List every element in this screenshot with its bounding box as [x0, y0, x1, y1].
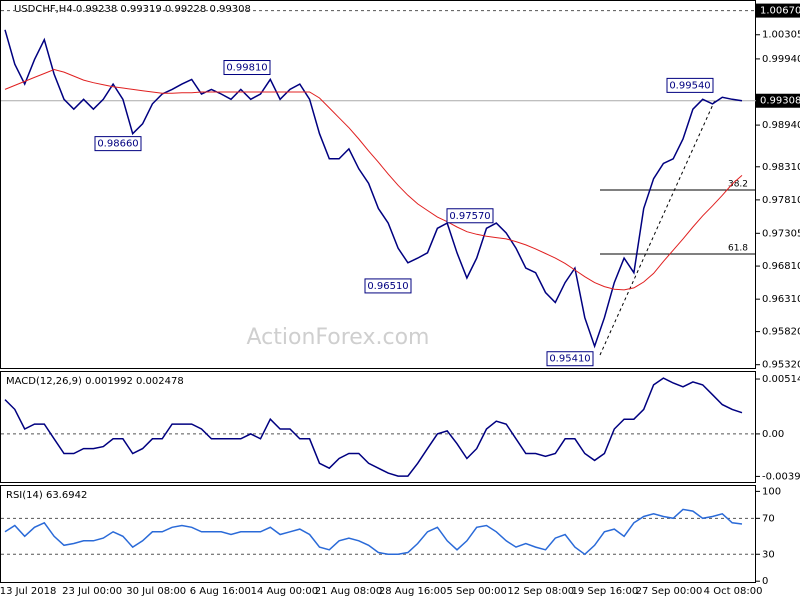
x-tick-label: 30 Jul 08:00 — [126, 586, 186, 597]
x-tick-label: 21 Aug 08:00 — [315, 586, 382, 597]
y-tick-label: 0.99940 — [762, 54, 800, 65]
x-tick-label: 27 Sep 00:00 — [636, 586, 703, 597]
fib-label: 38.2 — [728, 180, 748, 190]
rsi-panel — [0, 485, 756, 583]
annotation-box — [364, 278, 412, 294]
x-tick-label: 14 Aug 00:00 — [251, 586, 318, 597]
macd-panel — [0, 371, 756, 483]
y-tick-label: 0.95320 — [762, 360, 800, 371]
annotation-box — [666, 77, 714, 93]
annotation-label: 0.99540 — [669, 80, 710, 91]
y-tick-label: -0.003982 — [762, 471, 800, 482]
high-label: 1.00670 — [760, 6, 800, 17]
y-tick-label: 0.98940 — [762, 120, 800, 131]
x-tick-label: 12 Sep 08:00 — [507, 586, 574, 597]
y-tick-label: 1.00305 — [762, 30, 800, 41]
y-tick-label: 0.97810 — [762, 195, 800, 206]
y-tick-label: 0 — [762, 576, 768, 587]
y-tick-label: 70 — [762, 513, 775, 524]
fib-label: 61.8 — [728, 244, 748, 254]
x-tick-label: 6 Aug 16:00 — [190, 586, 251, 597]
x-tick-label: 19 Sep 16:00 — [572, 586, 639, 597]
high-label-box — [756, 3, 800, 18]
last-price-box — [756, 93, 800, 108]
annotation-label: 0.99810 — [226, 63, 267, 74]
panel-title: RSI(14) 63.6942 — [6, 490, 87, 501]
y-tick-label: 100 — [762, 486, 781, 497]
watermark: ActionForex.com — [247, 325, 430, 350]
y-tick-label: 0.96310 — [762, 294, 800, 305]
annotation-box — [94, 136, 142, 152]
annotation-label: 0.95410 — [549, 354, 590, 365]
annotation-box — [223, 60, 271, 76]
x-tick-label: 13 Jul 2018 — [0, 586, 56, 597]
panel-title: USDCHF,H4 0.99238 0.99319 0.99228 0.9930… — [14, 4, 251, 15]
indicator-line — [4, 377, 743, 477]
indicator-line — [4, 68, 743, 291]
indicator-line — [4, 508, 743, 556]
panel-title: MACD(12,26,9) 0.001992 0.002478 — [6, 376, 184, 387]
y-tick-label: 0.005141 — [762, 374, 800, 385]
y-tick-label: 30 — [762, 549, 775, 560]
annotation-label: 0.96510 — [367, 281, 408, 292]
annotation-label: 0.97570 — [449, 211, 490, 222]
y-tick-label: 0.98310 — [762, 162, 800, 173]
price-line — [4, 29, 743, 349]
trend-line — [599, 99, 716, 356]
y-tick-label: 0.97305 — [762, 228, 800, 239]
x-tick-label: 4 Oct 08:00 — [704, 586, 763, 597]
y-tick-label: 0.95820 — [762, 327, 800, 338]
x-tick-label: 28 Aug 16:00 — [379, 586, 446, 597]
annotation-box — [446, 208, 494, 224]
price-panel — [0, 0, 756, 369]
y-tick-label: 0.00 — [762, 429, 784, 440]
annotation-box — [546, 351, 594, 367]
y-tick-label: 0.96810 — [762, 261, 800, 272]
x-tick-label: 23 Jul 00:00 — [62, 586, 122, 597]
x-tick-label: 5 Sep 00:00 — [447, 586, 507, 597]
annotation-label: 0.98660 — [97, 139, 138, 150]
last-price-label: 0.99308 — [760, 96, 800, 107]
